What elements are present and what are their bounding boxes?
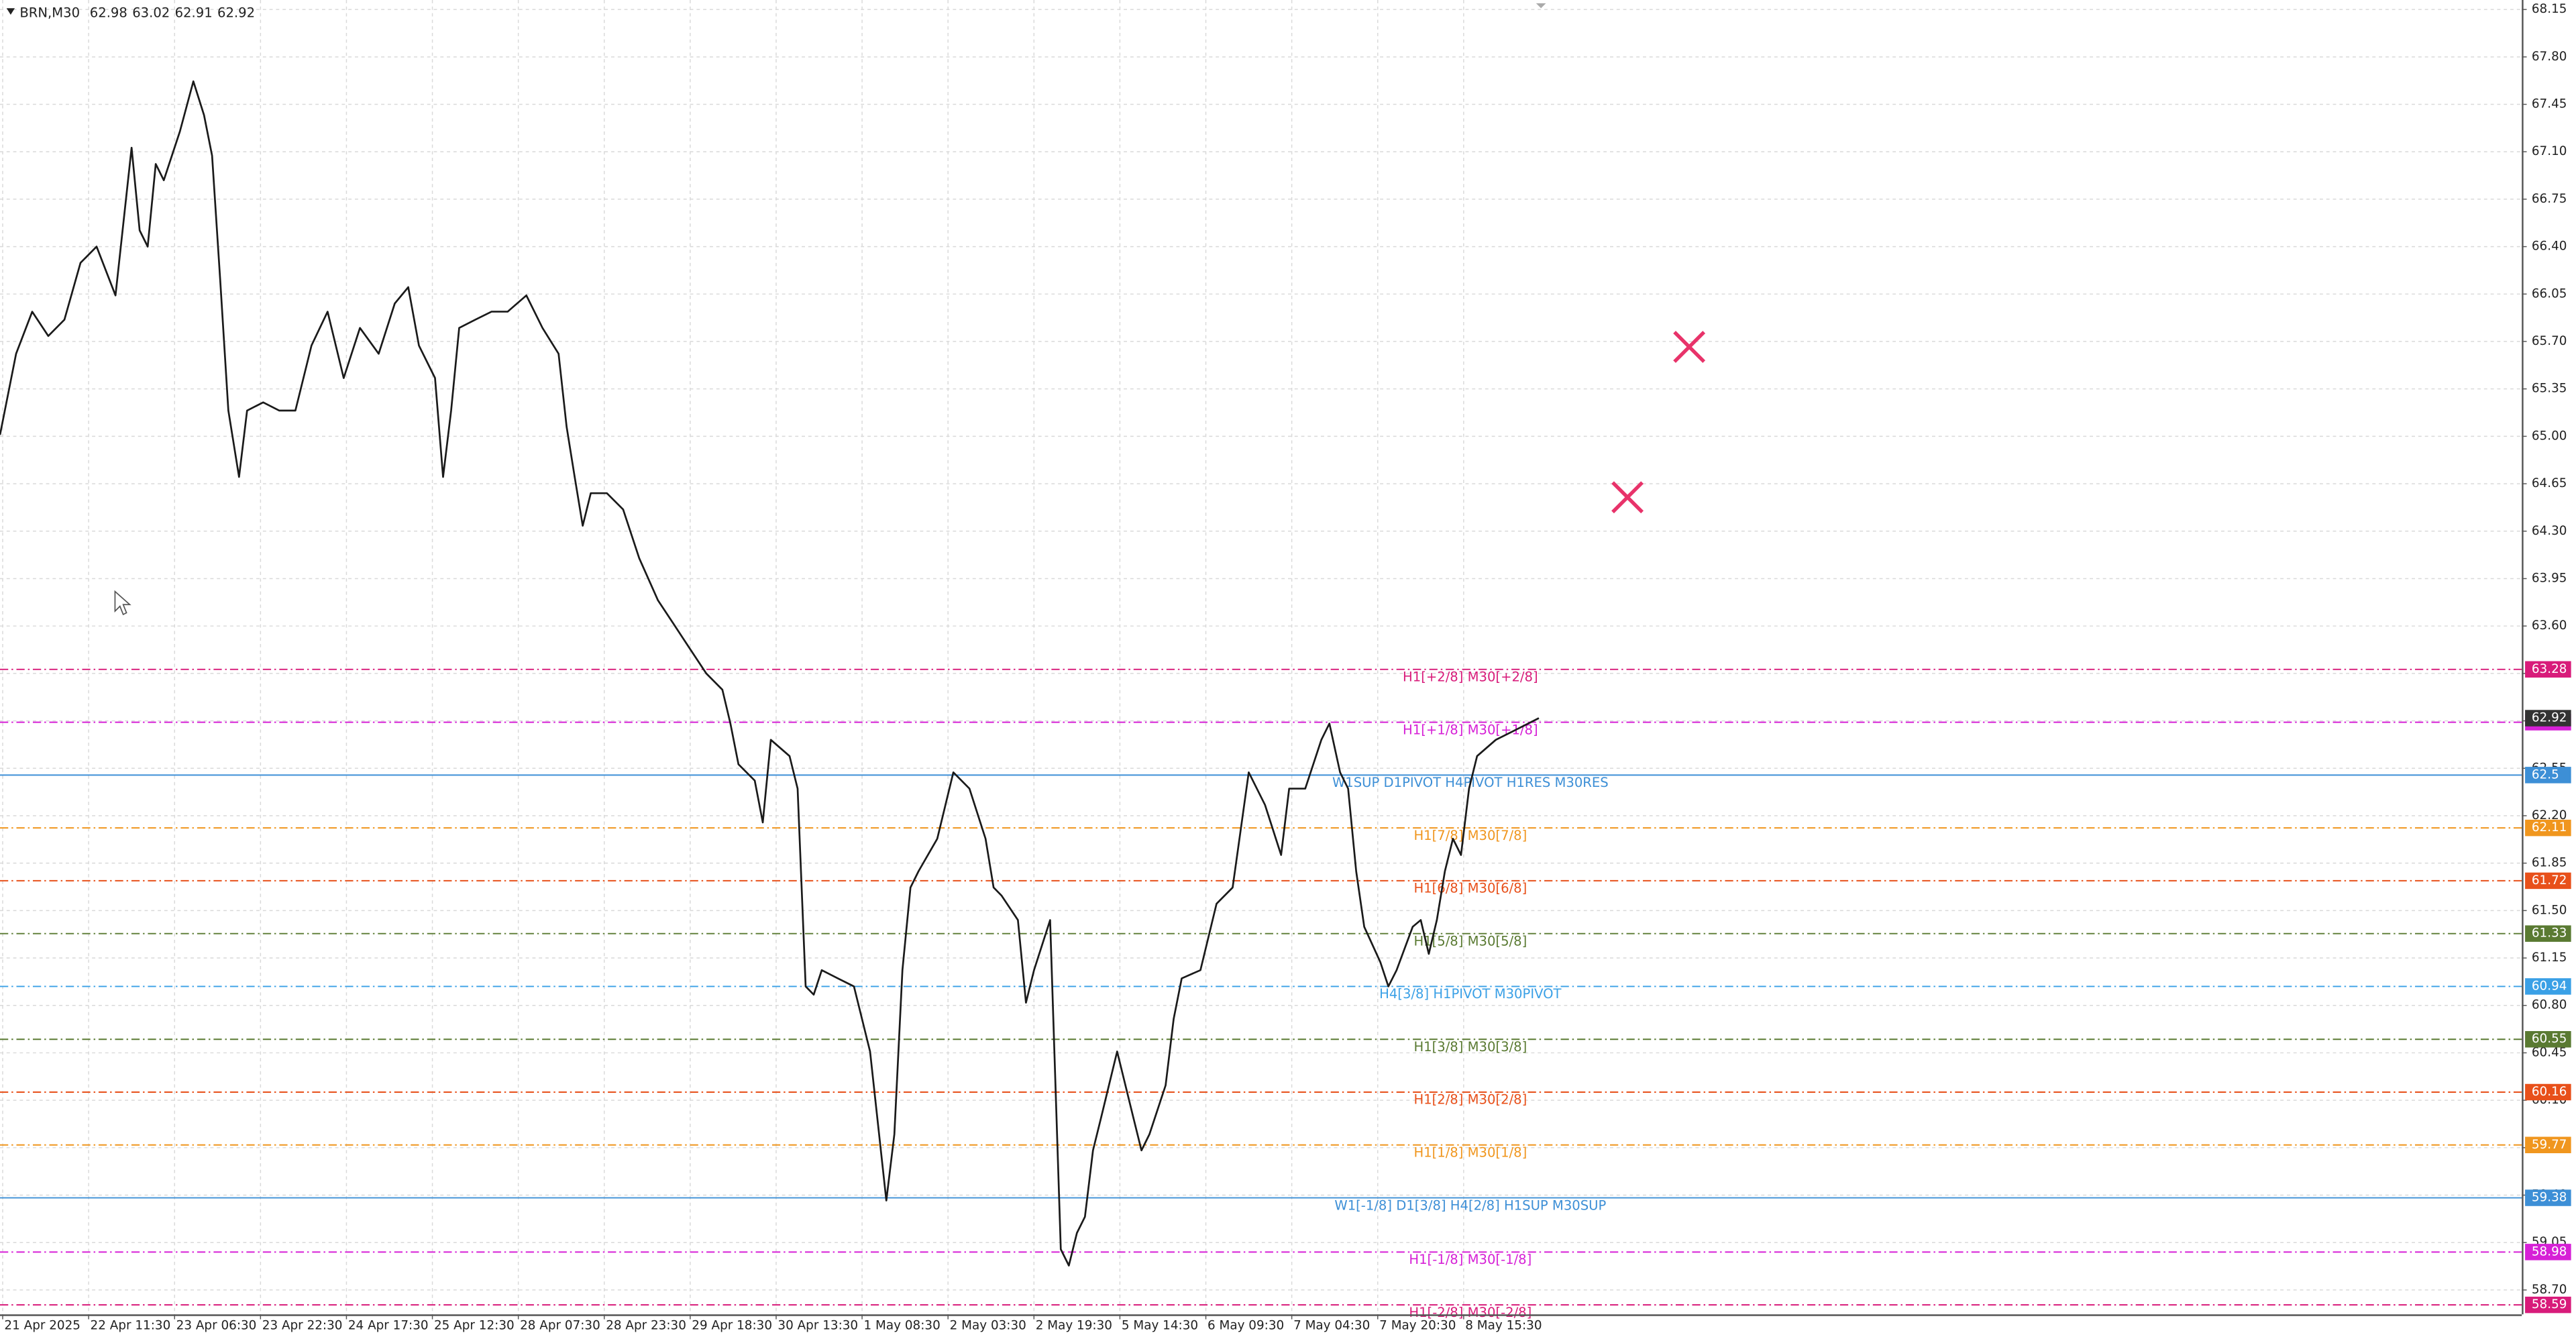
price-box-label: 61.33 xyxy=(2532,926,2567,941)
data-layer xyxy=(0,80,1706,1267)
x-tick-label: 7 May 20:30 xyxy=(1379,1318,1456,1332)
price-line xyxy=(0,80,1540,1267)
x-tick-label: 7 May 04:30 xyxy=(1293,1318,1370,1332)
y-tick-label: 61.50 xyxy=(2532,903,2567,917)
level-label: H1[2/8] M30[2/8] xyxy=(1413,1092,1527,1108)
x-tick-label: 29 Apr 18:30 xyxy=(692,1318,772,1332)
price-box-label: 61.72 xyxy=(2532,873,2567,888)
level-label: H1[+1/8] M30[+1/8] xyxy=(1403,722,1538,737)
open: 62.98 xyxy=(90,5,127,20)
x-tick-label: 2 May 03:30 xyxy=(950,1318,1026,1332)
price-box xyxy=(2525,1136,2571,1154)
price-box-label: 60.55 xyxy=(2532,1032,2567,1046)
price-box-label: 62.5 xyxy=(2532,767,2559,782)
x-tick-label: 24 Apr 17:30 xyxy=(348,1318,429,1332)
price-box-label: 59.77 xyxy=(2532,1138,2567,1152)
x-tick-label: 5 May 14:30 xyxy=(1122,1318,1198,1332)
price-box xyxy=(2525,1296,2571,1314)
level-label: H1[6/8] M30[6/8] xyxy=(1413,881,1527,896)
x-tick-label: 1 May 08:30 xyxy=(864,1318,941,1332)
mouse-cursor xyxy=(114,590,131,616)
x-tick-label: 2 May 19:30 xyxy=(1036,1318,1112,1332)
y-tick-label: 63.60 xyxy=(2532,619,2567,633)
y-tick-label: 67.45 xyxy=(2532,97,2567,111)
y-tick-label: 63.95 xyxy=(2532,571,2567,585)
y-tick-label: 66.40 xyxy=(2532,239,2567,254)
price-box-label: 58.98 xyxy=(2532,1244,2567,1258)
level-label: H4[3/8] H1PIVOT M30PIVOT xyxy=(1379,986,1562,1002)
level-label: H1[+2/8] M30[+2/8] xyxy=(1403,670,1538,685)
header: BRN,M30 62.98 63.02 62.91 62.92 xyxy=(6,5,255,20)
current-price-box xyxy=(2525,710,2571,727)
x-tick-label: 23 Apr 22:30 xyxy=(262,1318,343,1332)
x-tick-label: 28 Apr 23:30 xyxy=(606,1318,686,1332)
y-tick-label: 67.80 xyxy=(2532,50,2567,64)
price-box xyxy=(2525,872,2571,890)
y-tick-label: 61.85 xyxy=(2532,856,2567,870)
price-box-label: 62.11 xyxy=(2532,820,2567,835)
x-tick-label: 8 May 15:30 xyxy=(1465,1318,1542,1332)
symbol: BRN,M30 xyxy=(19,5,80,20)
x-tick-label: 21 Apr 2025 xyxy=(4,1318,80,1332)
y-tick-label: 68.15 xyxy=(2532,2,2567,16)
level-label: H1[3/8] M30[3/8] xyxy=(1413,1039,1527,1055)
level-label: H1[5/8] M30[5/8] xyxy=(1413,933,1527,949)
level-label: H1[7/8] M30[7/8] xyxy=(1413,828,1527,843)
price-box-label: 59.38 xyxy=(2532,1191,2567,1205)
y-tick-label: 65.35 xyxy=(2532,382,2567,396)
price-box xyxy=(2525,819,2571,837)
price-box xyxy=(2525,1244,2571,1261)
low: 62.91 xyxy=(175,5,213,20)
price-box-label: 63.28 xyxy=(2532,662,2567,676)
y-tick-label: 60.80 xyxy=(2532,998,2567,1012)
grid-layer xyxy=(0,0,2522,1315)
current-price-label: 62.92 xyxy=(2532,711,2567,725)
price-box xyxy=(2525,767,2571,784)
cross-marker xyxy=(1611,481,1644,514)
price-box xyxy=(2525,925,2571,942)
price-box xyxy=(2525,978,2571,995)
header-text: BRN,M30 62.98 63.02 62.91 62.92 xyxy=(19,5,255,20)
price-box xyxy=(2525,1189,2571,1206)
price-box xyxy=(2525,1083,2571,1101)
y-tick-label: 62.20 xyxy=(2532,808,2567,822)
price-box-label: 58.59 xyxy=(2532,1297,2567,1311)
price-box-label: 60.16 xyxy=(2532,1085,2567,1099)
x-tick-label: 6 May 09:30 xyxy=(1208,1318,1284,1332)
x-tick-label: 23 Apr 06:30 xyxy=(176,1318,257,1332)
x-tick-label: 30 Apr 13:30 xyxy=(777,1318,858,1332)
y-tick-label: 58.70 xyxy=(2532,1283,2567,1297)
level-label: W1[-1/8] D1[3/8] H4[2/8] H1SUP M30SUP xyxy=(1334,1197,1606,1213)
y-tick-label: 60.45 xyxy=(2532,1045,2567,1059)
level-label: H1[-1/8] M30[-1/8] xyxy=(1409,1252,1532,1267)
y-tick-label: 66.05 xyxy=(2532,286,2567,301)
y-tick-label: 66.75 xyxy=(2532,192,2567,206)
header-arrow xyxy=(6,8,15,15)
y-tick-label: 67.10 xyxy=(2532,144,2567,158)
level-label: H1[-2/8] M30[-2/8] xyxy=(1409,1305,1532,1320)
high: 63.02 xyxy=(132,5,170,20)
level-label: H1[1/8] M30[1/8] xyxy=(1413,1145,1527,1161)
shift-marker xyxy=(1536,3,1546,9)
price-box xyxy=(2525,1030,2571,1048)
x-tick-label: 22 Apr 11:30 xyxy=(91,1318,171,1332)
y-tick-label: 61.15 xyxy=(2532,951,2567,965)
y-tick-label: 65.70 xyxy=(2532,334,2567,348)
close: 62.92 xyxy=(217,5,255,20)
price-box xyxy=(2525,661,2571,678)
price-box-label: 60.94 xyxy=(2532,979,2567,993)
y-tick-label: 64.65 xyxy=(2532,476,2567,490)
cross-marker xyxy=(1673,331,1706,364)
y-tick-label: 65.00 xyxy=(2532,429,2567,443)
y-tick-label: 64.30 xyxy=(2532,524,2567,538)
x-tick-label: 28 Apr 07:30 xyxy=(520,1318,600,1332)
x-tick-label: 25 Apr 12:30 xyxy=(434,1318,515,1332)
